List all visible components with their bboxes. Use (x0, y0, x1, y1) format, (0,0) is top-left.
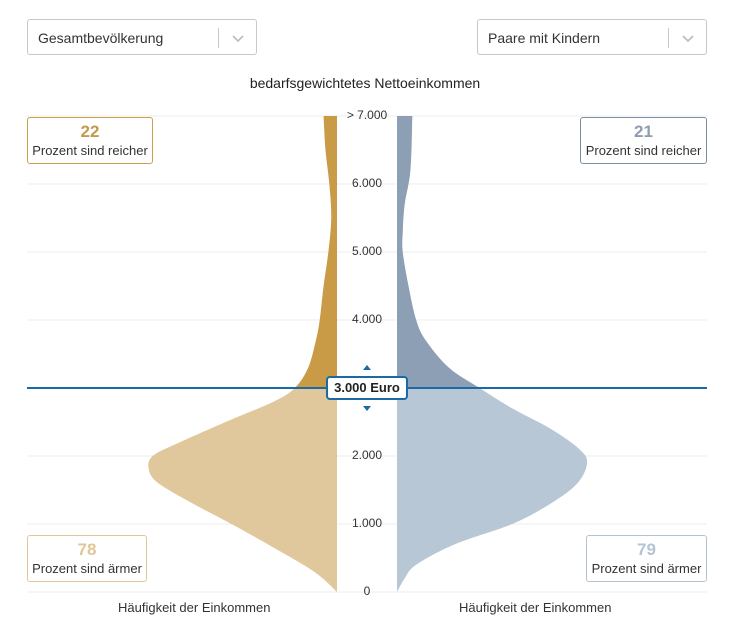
left-poorer-text: Prozent sind ärmer (32, 561, 142, 576)
x-axis-label-left: Häufigkeit der Einkommen (118, 600, 271, 615)
income-threshold-handle[interactable]: 3.000 Euro (326, 376, 408, 400)
y-tick-label: 6.000 (351, 176, 383, 190)
population-select-right-value: Paare mit Kindern (488, 30, 601, 46)
left-poorer-value: 78 (77, 540, 97, 559)
right-density-lower-area (397, 388, 588, 592)
y-tick-label: 2.000 (351, 448, 383, 462)
left-richer-box: 22 Prozent sind reicher (27, 117, 153, 164)
right-poorer-text: Prozent sind ärmer (591, 561, 702, 576)
right-richer-text: Prozent sind reicher (585, 143, 702, 158)
chart-title: bedarfsgewichtetes Nettoeinkommen (249, 75, 481, 91)
population-select-left[interactable]: Gesamtbevölkerung (27, 19, 257, 55)
y-tick-label: 0 (363, 584, 371, 598)
population-select-left-value: Gesamtbevölkerung (38, 30, 164, 46)
y-tick-label: 4.000 (351, 312, 383, 326)
y-tick-label: 5.000 (351, 244, 383, 258)
left-density-lower-area (148, 388, 337, 592)
select-separator (668, 28, 669, 48)
right-density-upper-area (397, 116, 480, 388)
left-richer-value: 22 (80, 122, 100, 141)
arrow-up-icon[interactable] (363, 365, 371, 370)
x-axis-label-right: Häufigkeit der Einkommen (459, 600, 612, 615)
left-density-upper-area (294, 116, 337, 388)
left-richer-text: Prozent sind reicher (32, 143, 148, 158)
select-separator (218, 28, 219, 48)
chevron-down-icon[interactable] (230, 30, 246, 46)
left-poorer-box: 78 Prozent sind ärmer (27, 535, 147, 582)
right-poorer-box: 79 Prozent sind ärmer (586, 535, 707, 582)
right-richer-box: 21 Prozent sind reicher (580, 117, 707, 164)
y-tick-label: 1.000 (351, 516, 383, 530)
chevron-down-icon[interactable] (680, 30, 696, 46)
right-richer-value: 21 (634, 122, 653, 141)
population-select-right[interactable]: Paare mit Kindern (477, 19, 707, 55)
y-tick-label: > 7.000 (346, 108, 388, 122)
right-poorer-value: 79 (637, 540, 656, 559)
arrow-down-icon[interactable] (363, 406, 371, 411)
